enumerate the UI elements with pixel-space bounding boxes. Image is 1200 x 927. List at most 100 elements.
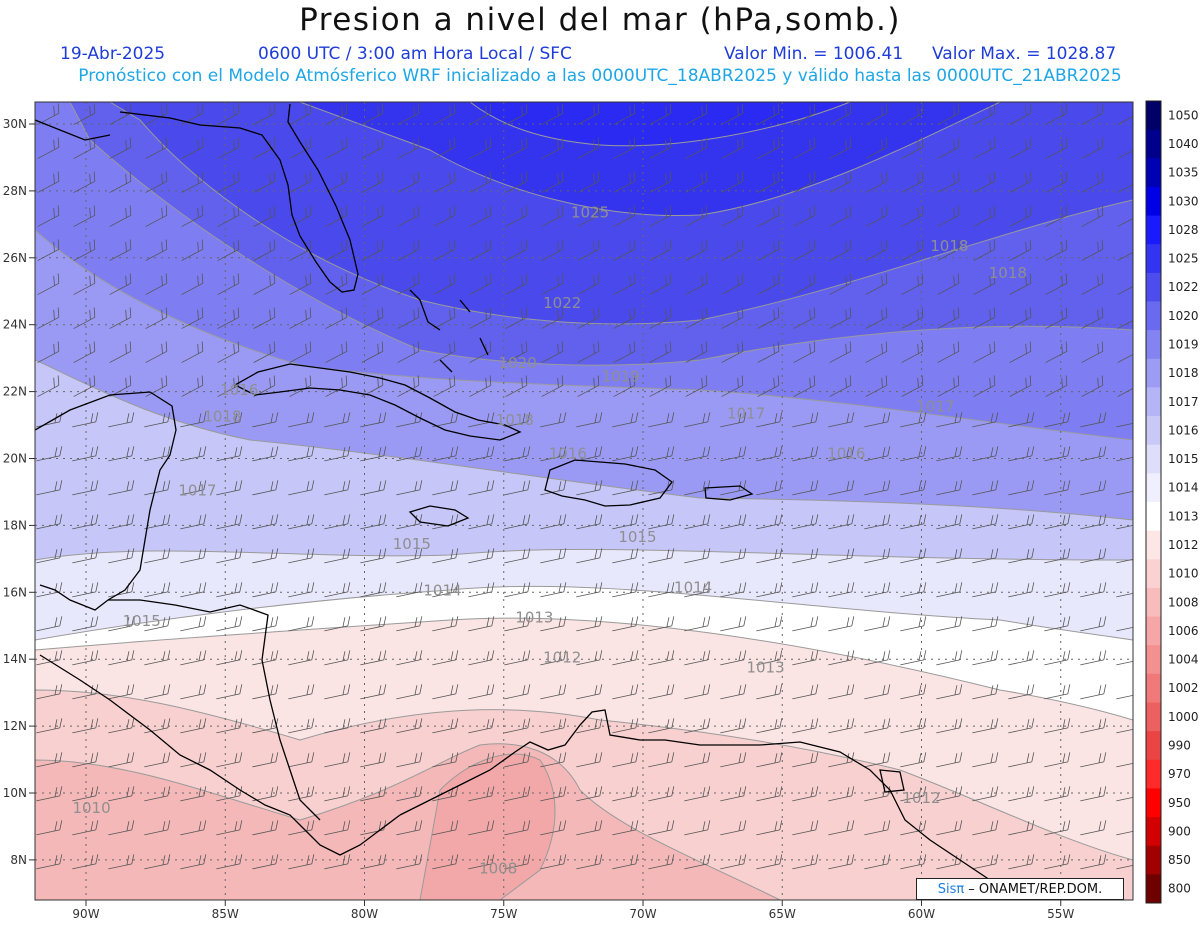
wind-barb	[1117, 375, 1133, 397]
wind-barb	[900, 582, 927, 598]
wind-barb	[937, 341, 960, 363]
wind-barb	[37, 205, 60, 227]
credit-text: – ONAMET/REP.DOM.	[968, 881, 1103, 897]
wind-barb	[505, 375, 528, 397]
wind-barbs	[36, 103, 1133, 870]
wind-barb	[504, 718, 531, 734]
wind-barb	[1045, 307, 1068, 329]
wind-barb	[252, 480, 279, 496]
wind-barb	[1044, 854, 1071, 870]
wind-barb	[1009, 171, 1032, 193]
wind-barb	[468, 616, 495, 632]
contour-label: 1017	[178, 481, 216, 499]
wind-barb	[396, 752, 423, 768]
wind-barb	[973, 205, 996, 227]
wind-barb	[829, 171, 852, 193]
wind-barb	[541, 103, 564, 125]
wind-barb	[756, 446, 783, 462]
wind-barb	[1081, 273, 1104, 295]
wind-barb	[648, 514, 675, 530]
wind-barb	[901, 171, 924, 193]
wind-barb	[396, 786, 423, 802]
wind-barb	[612, 684, 639, 700]
wind-barb	[972, 718, 999, 734]
wind-barb	[829, 307, 852, 329]
wind-barb	[1080, 752, 1107, 768]
colorbar-label: 950	[1168, 796, 1191, 810]
wind-barb	[144, 548, 171, 564]
wind-barb	[505, 239, 528, 261]
wind-barb	[108, 684, 135, 700]
wind-barb	[72, 582, 99, 598]
wind-barb	[433, 341, 456, 363]
wind-barb	[972, 820, 999, 836]
wind-barb	[73, 239, 96, 261]
wind-barb	[361, 205, 384, 227]
wind-barb	[972, 650, 999, 666]
wind-barb	[828, 854, 855, 870]
wind-barb	[288, 820, 315, 836]
wind-barb	[684, 446, 711, 462]
wind-barb	[756, 650, 783, 666]
wind-barb	[540, 548, 567, 564]
wind-barb	[973, 307, 996, 329]
wind-barb	[433, 137, 456, 159]
wind-barb	[360, 446, 387, 462]
colorbar-label: 1022	[1168, 280, 1199, 294]
map-frame	[34, 101, 1134, 901]
wind-barb	[612, 582, 639, 598]
wind-barb	[73, 205, 96, 227]
colorbar-swatch	[1146, 473, 1161, 503]
colorbar-swatch	[1146, 502, 1161, 532]
colorbar-swatch	[1146, 587, 1161, 618]
wind-barb	[144, 854, 171, 870]
wind-barb	[1080, 412, 1107, 428]
colorbar-frame	[1145, 100, 1162, 904]
wind-barb	[217, 273, 240, 295]
wind-barb	[396, 820, 423, 836]
wind-barb	[721, 205, 744, 227]
wind-barb	[469, 103, 492, 125]
wind-barb	[864, 820, 891, 836]
wind-barb	[612, 412, 639, 428]
wind-barb	[504, 752, 531, 768]
wind-barb	[252, 684, 279, 700]
wind-barb	[180, 650, 207, 666]
wind-barb	[685, 307, 708, 329]
colorbar-swatch	[1146, 272, 1161, 302]
wind-barb	[468, 480, 495, 496]
wind-barb	[324, 786, 351, 802]
wind-barb	[613, 239, 636, 261]
colorbar-swatch	[1146, 673, 1161, 703]
wind-barb	[288, 480, 315, 496]
wind-barb	[612, 820, 639, 836]
wind-barb	[361, 103, 384, 125]
wind-barb	[685, 273, 708, 295]
wind-barb	[361, 137, 384, 159]
wind-barb	[37, 307, 60, 329]
wind-barb	[684, 820, 711, 836]
colorbar-swatch	[1146, 387, 1161, 417]
wind-barb	[252, 854, 279, 870]
wind-barb	[108, 446, 135, 462]
wind-barb	[1081, 205, 1104, 227]
wind-barb	[1008, 412, 1035, 428]
wind-barb	[144, 718, 171, 734]
wind-barb	[504, 480, 531, 496]
colorbar-swatch	[1146, 616, 1161, 646]
wind-barb	[1009, 137, 1032, 159]
colorbar-label: 1006	[1168, 624, 1199, 638]
wind-barb	[180, 854, 207, 870]
wind-barb	[613, 171, 636, 193]
wind-barb	[757, 137, 780, 159]
wind-barb	[361, 273, 384, 295]
wind-barb	[108, 854, 135, 870]
wind-barb	[541, 171, 564, 193]
lon-tick-label: 70W	[629, 907, 656, 921]
wind-barb	[108, 412, 135, 428]
wind-barb	[180, 412, 207, 428]
wind-barb	[145, 239, 168, 261]
wind-barb	[252, 820, 279, 836]
wind-barb	[180, 480, 207, 496]
wind-barb	[972, 548, 999, 564]
